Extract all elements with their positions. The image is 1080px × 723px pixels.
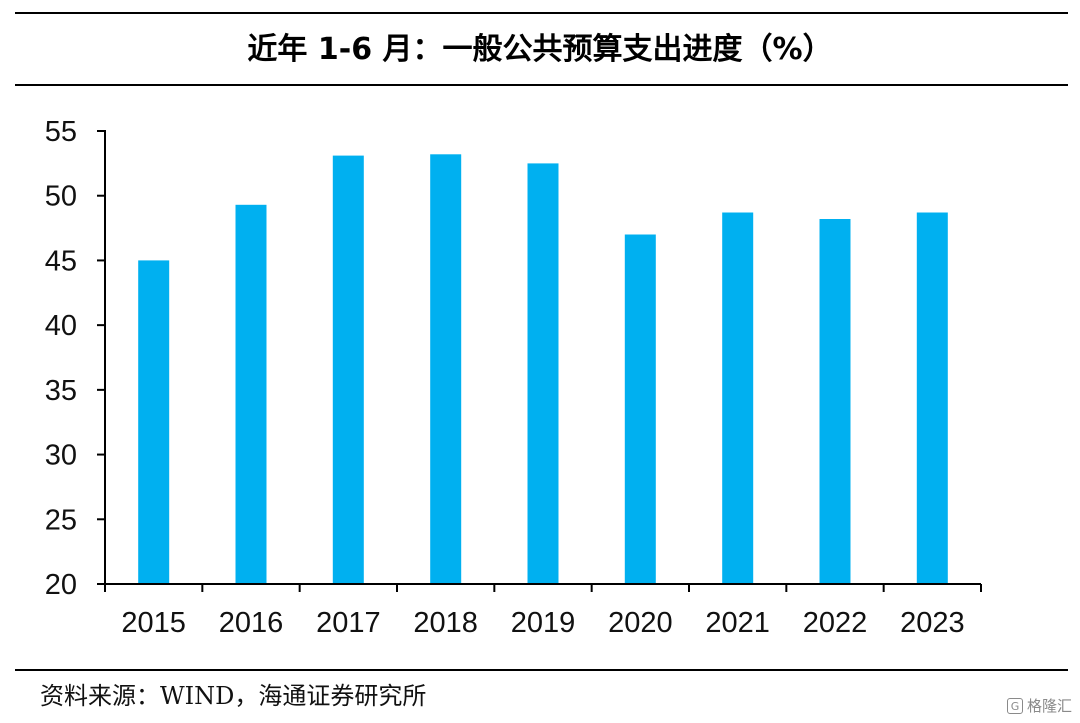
bar-2023	[916, 212, 948, 584]
bar-2019	[527, 163, 559, 584]
y-tick-label: 30	[45, 440, 77, 472]
x-tick-label: 2021	[705, 607, 770, 639]
bar-2015	[138, 260, 170, 584]
x-tick-label: 2016	[219, 607, 284, 639]
chart-title: 近年 1-6 月：一般公共预算支出进度（%）	[247, 32, 833, 67]
watermark: G 格隆汇	[1006, 693, 1072, 719]
x-axis-ticks: 2015 2016 2017 2018 2019 2020 2021 2022 2023	[104, 584, 982, 639]
bar-2020	[624, 234, 656, 584]
chart-axes	[104, 130, 981, 585]
bar-chart: 20 25 30 35 40 45 50 55 2015 2016 2017 2018 2019 202…	[45, 116, 982, 639]
bar-series	[138, 154, 948, 585]
x-tick-label: 2022	[803, 607, 868, 639]
y-tick-label: 55	[45, 116, 77, 148]
bar-2018	[430, 154, 462, 585]
y-tick-label: 50	[45, 181, 77, 213]
y-tick-label: 35	[45, 375, 77, 407]
x-tick-label: 2019	[511, 607, 576, 639]
top-rule	[15, 12, 1068, 14]
title-divider	[15, 84, 1068, 86]
y-tick-label: 25	[45, 504, 77, 536]
y-tick-label: 45	[45, 245, 77, 277]
bar-2022	[819, 219, 851, 584]
x-tick-label: 2017	[316, 607, 381, 639]
watermark-text: 格隆汇	[1026, 697, 1072, 715]
y-tick-label: 20	[45, 569, 77, 601]
x-tick-label: 2023	[900, 607, 965, 639]
bottom-rule	[15, 669, 1068, 671]
bar-2017	[332, 155, 364, 584]
bar-2021	[722, 212, 754, 584]
x-tick-label: 2015	[121, 607, 186, 639]
source-note: 资料来源：WIND，海通证券研究所	[40, 682, 427, 710]
x-tick-label: 2018	[413, 607, 478, 639]
watermark-logo-icon: G	[1006, 698, 1023, 714]
bar-2016	[235, 204, 267, 585]
y-axis-ticks: 20 25 30 35 40 45 50 55	[45, 116, 105, 601]
y-tick-label: 40	[45, 310, 77, 342]
x-tick-label: 2020	[608, 607, 673, 639]
